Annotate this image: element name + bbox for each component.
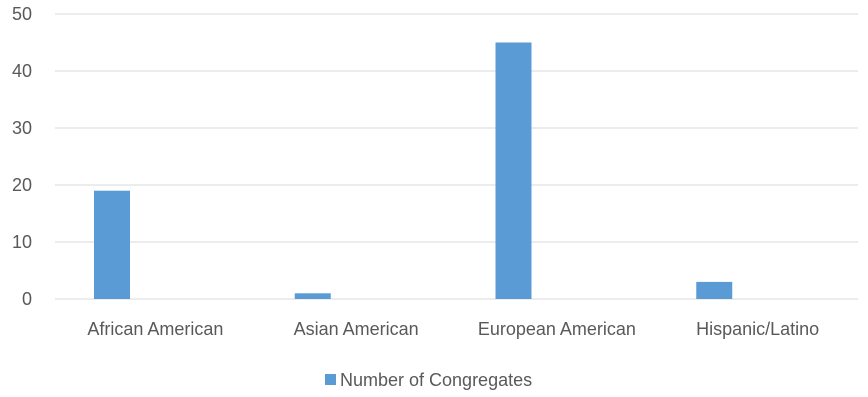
x-category-label: European American xyxy=(478,319,636,339)
bar-european-american xyxy=(495,42,532,299)
x-category-label: African American xyxy=(87,319,223,339)
bar-asian-american xyxy=(294,293,331,299)
legend-swatch xyxy=(325,374,336,385)
y-tick-label: 30 xyxy=(12,118,32,138)
y-axis-tick-labels: 0 10 20 30 40 50 xyxy=(12,4,32,309)
bar-african-american xyxy=(94,190,130,299)
legend-label: Number of Congregates xyxy=(340,370,532,390)
bars xyxy=(94,42,733,299)
y-tick-label: 10 xyxy=(12,232,32,252)
y-tick-label: 20 xyxy=(12,175,32,195)
y-tick-label: 40 xyxy=(12,61,32,81)
x-category-label: Hispanic/Latino xyxy=(696,319,819,339)
x-category-label: Asian American xyxy=(294,319,419,339)
gridlines xyxy=(55,13,858,300)
legend: Number of Congregates xyxy=(325,370,532,390)
y-tick-label: 50 xyxy=(12,4,32,24)
y-tick-label: 0 xyxy=(22,289,32,309)
x-axis-category-labels: African American Asian American European A… xyxy=(87,319,819,339)
bar-hispanic-latino xyxy=(696,281,733,299)
